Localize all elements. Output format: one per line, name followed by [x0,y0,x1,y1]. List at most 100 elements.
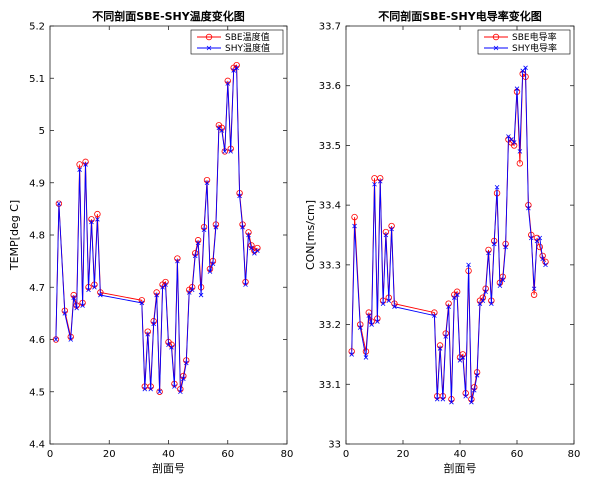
series-line-shy [351,66,546,403]
y-tick-label: 33 [328,440,341,451]
data-point-shy [454,292,460,297]
data-point-shy [178,389,183,395]
temperature-chart-title: 不同剖面SBE-SHY温度变化图 [92,9,244,23]
y-tick-label: 33.3 [319,260,341,271]
legend-swatch-marker [492,33,500,41]
data-point-shy [514,86,520,91]
data-point-shy [375,319,380,324]
data-point-shy [222,149,228,154]
y-tick-label: 33.6 [319,81,341,92]
conductivity-chart-title: 不同剖面SBE-SHY电导率变化图 [378,9,541,23]
data-point-shy [219,128,225,133]
data-point-shy [474,373,480,378]
data-point-shy [531,286,537,292]
data-point-shy [175,258,180,264]
data-point-sbe [94,210,101,218]
conductivity-legend: SBE电导率 SHY电导率 [477,29,571,55]
data-point-shy [83,162,88,167]
data-point-shy [237,193,242,199]
data-point-shy [440,396,446,402]
data-point-shy [148,386,154,392]
y-tick-label: 4.8 [29,231,45,242]
data-point-shy [372,181,377,187]
data-point-sbe [76,161,83,168]
legend-entry-sbe-temperature: SBE温度值 [225,31,270,43]
data-point-shy [53,337,59,342]
conductivity-legend-box [477,29,571,55]
data-point-shy [432,313,437,318]
temperature-y-axis-label: TEMP[deg C] [8,200,21,271]
y-tick-label: 33.5 [319,141,341,152]
data-point-shy [228,149,233,154]
data-point-shy [139,300,145,306]
data-point-sbe [351,213,358,221]
temperature-chart: 不同剖面SBE-SHY温度变化图 剖面号 TEMP[deg C] 0 20 40 60… [8,9,293,475]
data-point-shy [80,303,85,308]
y-tick-label: 4.5 [29,387,45,398]
conductivity-x-axis-label: 剖面号 [444,461,477,475]
data-point-shy [74,305,79,311]
data-point-shy [377,178,383,184]
data-point-shy [366,313,372,318]
data-point-shy [357,325,363,330]
data-point-shy [511,140,517,145]
data-point-shy [240,224,245,230]
data-point-shy [71,295,76,300]
data-point-shy [383,232,389,238]
data-point-shy [523,65,528,71]
data-point-shy [92,284,97,290]
data-point-shy [62,311,68,316]
data-point-shy [471,387,477,393]
data-point-shy [145,331,151,337]
data-point-shy [169,345,174,350]
data-point-shy [483,289,488,295]
x-tick-label: 40 [162,449,175,460]
data-point-shy [163,282,168,287]
data-point-shy [380,301,386,306]
x-tick-label: 20 [103,449,116,460]
data-point-shy [480,298,486,303]
data-point-shy [497,283,503,289]
data-point-shy [543,262,548,268]
y-tick-label: 33.7 [319,22,341,33]
data-point-shy [434,396,440,402]
data-point-shy [486,250,491,256]
data-point-shy [500,277,506,283]
data-point-shy [352,223,357,229]
data-point-shy [98,292,103,298]
data-point-shy [528,235,534,241]
legend-entry-sbe-conductivity: SBE电导率 [512,31,557,43]
legend-swatch-marker [206,45,212,51]
legend-swatch-marker [493,45,499,51]
data-point-shy [249,245,254,251]
temperature-legend: SBE温度值 SHY温度值 [190,29,284,55]
legend-entry-shy-conductivity: SHY电导率 [512,42,557,54]
data-point-shy [86,287,91,293]
data-point-shy [443,334,449,339]
data-point-shy [225,81,231,86]
data-point-shy [154,292,159,298]
data-point-shy [469,399,474,405]
data-point-shy [255,248,260,253]
x-tick-label: 40 [454,449,467,460]
data-point-shy [243,282,248,287]
data-point-shy [460,355,466,360]
data-point-shy [56,201,62,206]
data-point-shy [446,304,451,309]
data-point-shy [210,261,216,267]
y-tick-label: 33.4 [319,201,341,212]
data-point-shy [540,256,545,262]
data-point-shy [503,244,508,250]
data-point-shy [392,304,397,309]
data-point-shy [201,227,207,233]
data-point-shy [466,262,471,268]
x-tick-label: 0 [343,449,349,460]
plot-area [345,25,575,445]
data-point-shy [437,346,443,351]
x-tick-label: 80 [568,449,581,460]
data-point-shy [537,235,543,241]
data-point-shy [349,352,354,357]
y-tick-label: 5.1 [29,74,45,85]
data-point-shy [95,217,100,222]
data-point-shy [494,184,500,190]
